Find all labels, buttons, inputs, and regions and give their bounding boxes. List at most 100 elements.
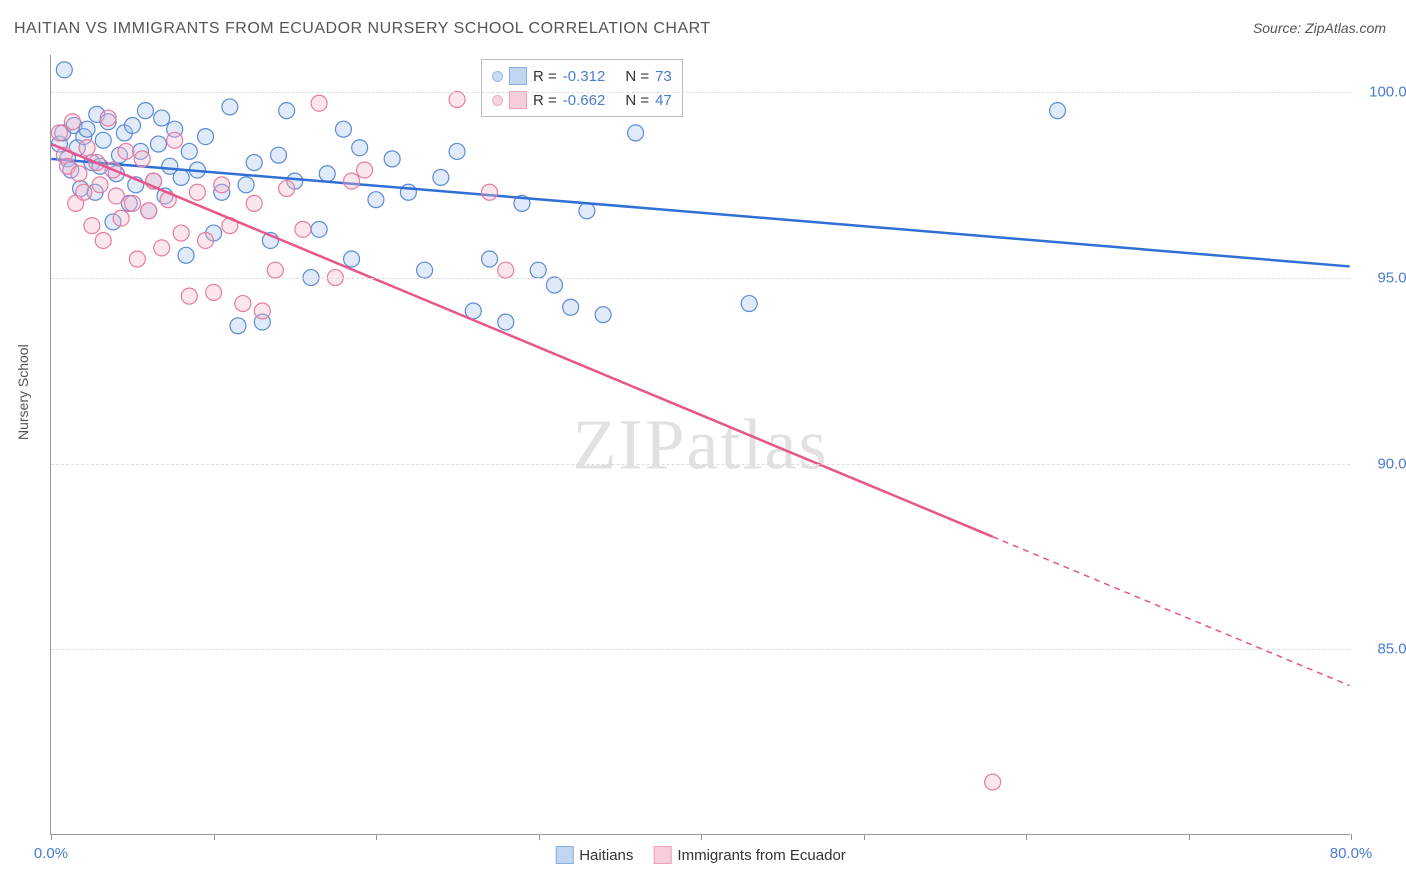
legend-marker-icon (492, 71, 503, 82)
scatter-point (198, 129, 214, 145)
scatter-point (741, 296, 757, 312)
scatter-point (482, 251, 498, 267)
scatter-point (498, 262, 514, 278)
scatter-point (76, 184, 92, 200)
legend-correlation-box: R =-0.312N =73R =-0.662N =47 (481, 59, 683, 117)
y-tick-label: 90.0% (1377, 455, 1406, 472)
scatter-point (267, 262, 283, 278)
scatter-point (357, 162, 373, 178)
scatter-point (79, 121, 95, 137)
legend-r-value: -0.662 (563, 92, 606, 109)
x-tick (376, 834, 377, 840)
legend-n-label: N = (625, 92, 649, 109)
scatter-point (118, 143, 134, 159)
grid-line (51, 649, 1350, 650)
source-attribution: Source: ZipAtlas.com (1253, 20, 1386, 36)
scatter-point (95, 232, 111, 248)
legend-square-icon (653, 846, 671, 864)
x-tick (539, 834, 540, 840)
y-tick-label: 85.0% (1377, 641, 1406, 658)
scatter-point (134, 151, 150, 167)
scatter-point (56, 62, 72, 78)
scatter-point (279, 103, 295, 119)
grid-line (51, 92, 1350, 93)
scatter-point (482, 184, 498, 200)
x-tick-label: 0.0% (34, 845, 68, 862)
x-tick (1351, 834, 1352, 840)
scatter-point (181, 143, 197, 159)
x-tick (1189, 834, 1190, 840)
chart-title: HAITIAN VS IMMIGRANTS FROM ECUADOR NURSE… (14, 20, 711, 38)
scatter-point (206, 284, 222, 300)
scatter-point (181, 288, 197, 304)
scatter-point (1050, 103, 1066, 119)
scatter-point (352, 140, 368, 156)
scatter-point (246, 195, 262, 211)
scatter-point (368, 192, 384, 208)
legend-n-value: 47 (655, 92, 672, 109)
scatter-point (108, 188, 124, 204)
scatter-point (246, 155, 262, 171)
scatter-point (235, 296, 251, 312)
y-tick-label: 95.0% (1377, 269, 1406, 286)
scatter-point (154, 240, 170, 256)
scatter-point (222, 99, 238, 115)
scatter-point (198, 232, 214, 248)
scatter-point (124, 195, 140, 211)
scatter-point (230, 318, 246, 334)
legend-square-icon (509, 67, 527, 85)
scatter-point (254, 303, 270, 319)
scatter-point (563, 299, 579, 315)
legend-n-label: N = (625, 68, 649, 85)
legend-n-value: 73 (655, 68, 672, 85)
plot-area: ZIPatlas R =-0.312N =73R =-0.662N =47 Ha… (50, 55, 1350, 835)
scatter-point (173, 169, 189, 185)
scatter-point (628, 125, 644, 141)
x-tick (701, 834, 702, 840)
x-tick (51, 834, 52, 840)
scatter-point (178, 247, 194, 263)
scatter-point (137, 103, 153, 119)
scatter-point (335, 121, 351, 137)
legend-series: HaitiansImmigrants from Ecuador (555, 846, 846, 864)
scatter-point (498, 314, 514, 330)
scatter-point (173, 225, 189, 241)
scatter-point (129, 251, 145, 267)
scatter-point (530, 262, 546, 278)
scatter-point (113, 210, 129, 226)
legend-marker-icon (492, 95, 503, 106)
legend-series-item: Immigrants from Ecuador (653, 846, 845, 864)
x-tick (214, 834, 215, 840)
scatter-point (154, 110, 170, 126)
grid-line (51, 464, 1350, 465)
scatter-point (92, 177, 108, 193)
legend-square-icon (555, 846, 573, 864)
scatter-point (124, 117, 140, 133)
scatter-point (71, 166, 87, 182)
scatter-point (167, 132, 183, 148)
x-tick (1026, 834, 1027, 840)
trend-line-extrapolated (993, 537, 1350, 686)
scatter-point (311, 95, 327, 111)
scatter-point (238, 177, 254, 193)
scatter-point (84, 218, 100, 234)
scatter-point (189, 184, 205, 200)
scatter-point (595, 307, 611, 323)
trend-line (51, 159, 1349, 267)
scatter-point (95, 132, 111, 148)
legend-square-icon (509, 91, 527, 109)
scatter-point (433, 169, 449, 185)
x-tick (864, 834, 865, 840)
scatter-point (79, 140, 95, 156)
scatter-point (417, 262, 433, 278)
source-label: Source: (1253, 20, 1301, 36)
legend-r-label: R = (533, 92, 557, 109)
scatter-point (51, 125, 67, 141)
scatter-point (344, 251, 360, 267)
chart-container: HAITIAN VS IMMIGRANTS FROM ECUADOR NURSE… (0, 0, 1406, 892)
scatter-point (319, 166, 335, 182)
scatter-point (271, 147, 287, 163)
source-value: ZipAtlas.com (1305, 20, 1386, 36)
scatter-point (546, 277, 562, 293)
scatter-point (449, 92, 465, 108)
